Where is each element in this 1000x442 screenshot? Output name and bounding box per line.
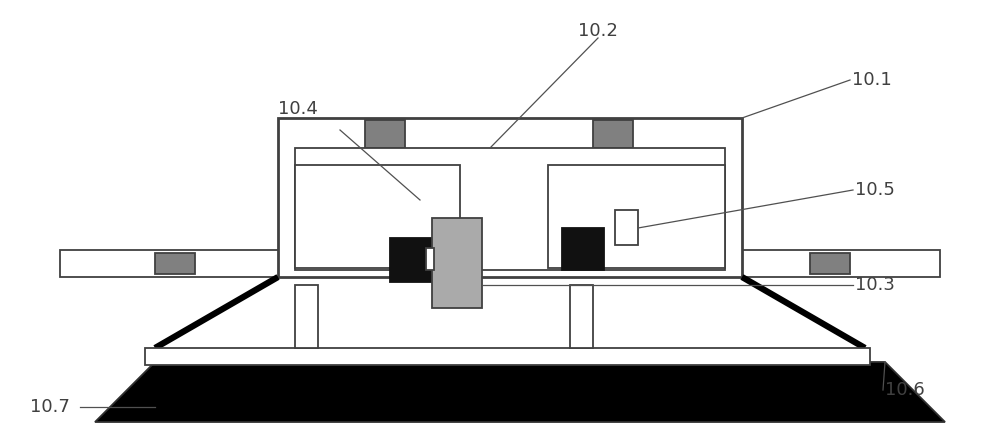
Bar — [593, 120, 633, 148]
Polygon shape — [95, 362, 945, 422]
Text: 10.7: 10.7 — [30, 398, 70, 416]
Bar — [615, 210, 638, 245]
Bar — [390, 238, 432, 282]
Bar — [145, 348, 870, 365]
Bar — [365, 120, 405, 148]
Bar — [562, 228, 604, 270]
Text: 10.4: 10.4 — [278, 100, 318, 118]
Bar — [295, 165, 460, 268]
Bar — [295, 148, 725, 270]
Text: 10.6: 10.6 — [885, 381, 925, 399]
Text: 10.3: 10.3 — [855, 276, 895, 294]
Text: 10.1: 10.1 — [852, 71, 892, 89]
Bar — [432, 218, 482, 308]
Bar — [278, 118, 742, 277]
Bar — [548, 165, 725, 268]
Text: 10.5: 10.5 — [855, 181, 895, 199]
Text: 10.2: 10.2 — [578, 22, 618, 40]
Bar — [155, 253, 195, 274]
Bar — [295, 285, 318, 348]
Bar — [810, 253, 850, 274]
Bar — [426, 248, 434, 270]
Bar — [715, 250, 940, 277]
Bar — [60, 250, 285, 277]
Bar — [570, 285, 593, 348]
